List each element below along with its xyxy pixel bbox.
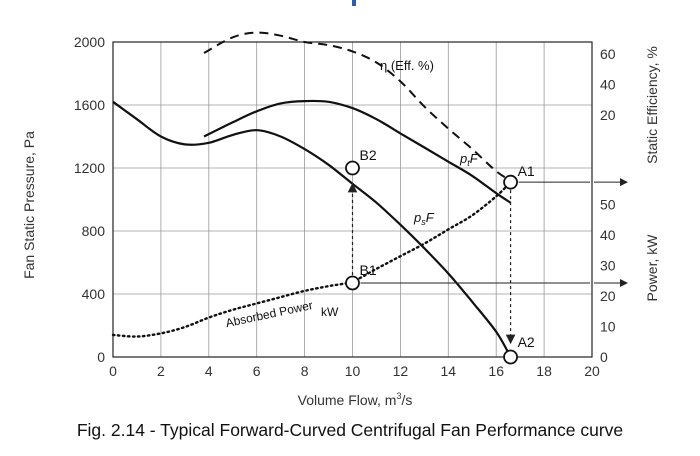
total-pressure-curve-label-tail: F xyxy=(470,151,479,166)
total-pressure-curve-label-subscript: t xyxy=(467,158,470,168)
static-pressure-curve-label-subscript: s xyxy=(421,217,426,227)
x-tick-label: 14 xyxy=(441,363,457,379)
x-tick-label: 8 xyxy=(301,363,309,379)
y-axis-right-efficiency-label: Static Efficiency, % xyxy=(644,46,660,164)
series-ps-line xyxy=(112,100,512,358)
series-layer xyxy=(111,31,512,358)
operating-points: B2 B1 A1 A2 xyxy=(345,147,535,365)
x-axis-label-superscript: 3 xyxy=(396,391,401,401)
series-pt-line xyxy=(203,99,512,204)
operating-point-label: A1 xyxy=(518,163,535,179)
static-pressure-curve-label-main: p xyxy=(413,210,421,225)
kw-unit-label: kW xyxy=(321,305,339,319)
absorbed-power-label: Absorbed Power xyxy=(224,298,314,330)
y-tick-label: 1200 xyxy=(74,160,105,176)
plot-frame xyxy=(112,41,593,358)
static-pressure-curve-label: psF xyxy=(413,210,435,227)
operating-point-a2 xyxy=(503,349,518,365)
operating-point-label: B2 xyxy=(360,147,377,163)
efficiency-tick-label: 40 xyxy=(600,77,616,93)
series-efficiency-line xyxy=(203,31,512,182)
y-axis-right-power-label: Power, kW xyxy=(644,234,660,302)
power-tick-labels: 0 10 20 30 40 50 xyxy=(600,197,616,366)
y-tick-label: 2000 xyxy=(74,34,105,50)
grid-lines xyxy=(112,41,593,358)
y-tick-label: 800 xyxy=(82,223,106,239)
x-tick-label: 20 xyxy=(584,363,600,379)
total-pressure-curve-label: ptF xyxy=(459,151,479,168)
total-pressure-curve-label-main: p xyxy=(459,151,467,166)
power-tick-label: 30 xyxy=(600,258,616,274)
y-tick-label: 400 xyxy=(82,286,106,302)
y-tick-label: 1600 xyxy=(74,97,105,113)
operating-point-label: B1 xyxy=(360,262,377,278)
efficiency-tick-labels: 20 40 60 xyxy=(600,46,616,123)
y-tick-labels: 0 400 800 1200 1600 2000 xyxy=(74,34,105,365)
x-tick-label: 18 xyxy=(536,363,552,379)
top-fragment-mark xyxy=(352,0,356,6)
operating-point-label: A2 xyxy=(518,334,535,350)
series-power-line xyxy=(111,181,512,338)
figure-caption: Fig. 2.14 - Typical Forward-Curved Centr… xyxy=(76,420,624,440)
operating-point-b1 xyxy=(345,275,360,291)
power-tick-label: 10 xyxy=(600,319,616,335)
x-tick-label: 16 xyxy=(488,363,504,379)
power-tick-label: 50 xyxy=(600,197,616,213)
efficiency-curve-label: η (Eff. %) xyxy=(380,58,434,73)
static-pressure-curve-label-tail: F xyxy=(426,210,435,225)
efficiency-tick-label: 20 xyxy=(600,107,616,123)
x-tick-labels: 0 2 4 6 8 10 12 14 16 18 20 xyxy=(109,363,600,379)
x-tick-label: 2 xyxy=(157,363,165,379)
x-tick-label: 4 xyxy=(205,363,213,379)
operating-point-a1 xyxy=(503,174,518,190)
power-tick-label: 0 xyxy=(600,349,608,365)
x-axis-label-tail: /s xyxy=(401,392,412,408)
x-tick-label: 10 xyxy=(345,363,361,379)
x-tick-label: 12 xyxy=(393,363,409,379)
operating-point-b2 xyxy=(345,160,360,176)
x-tick-label: 0 xyxy=(109,363,117,379)
x-axis-label: Volume Flow, m3/s xyxy=(298,391,413,408)
power-tick-label: 40 xyxy=(600,227,616,243)
x-axis-label-main: Volume Flow, m xyxy=(298,392,397,408)
y-tick-label: 0 xyxy=(97,349,105,365)
y-axis-left-label: Fan Static Pressure, Pa xyxy=(21,131,37,279)
power-tick-label: 20 xyxy=(600,288,616,304)
efficiency-tick-label: 60 xyxy=(600,46,616,62)
x-tick-label: 6 xyxy=(253,363,261,379)
